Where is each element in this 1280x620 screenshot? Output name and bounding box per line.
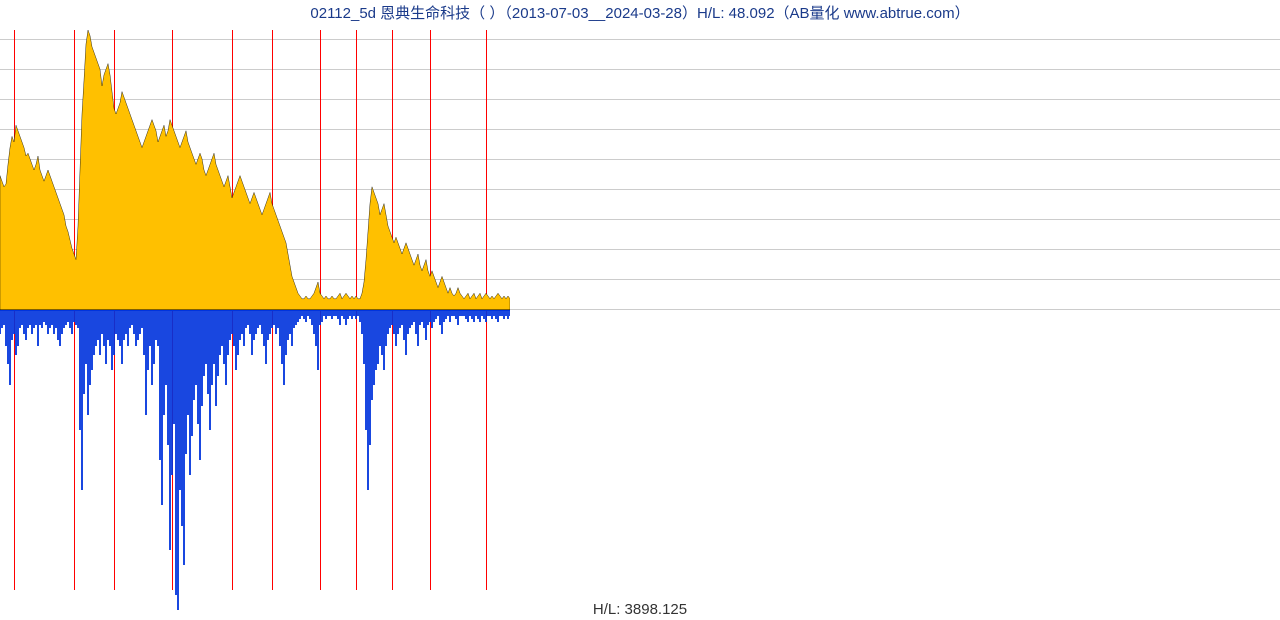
volume-chart bbox=[0, 310, 510, 610]
price-chart bbox=[0, 30, 510, 310]
chart-title: 02112_5d 恩典生命科技（ ）（2013-07-03__2024-03-2… bbox=[0, 2, 1280, 23]
chart-container bbox=[0, 0, 1280, 620]
volume-hl-label: H/L: 3898.125 bbox=[0, 601, 1280, 618]
